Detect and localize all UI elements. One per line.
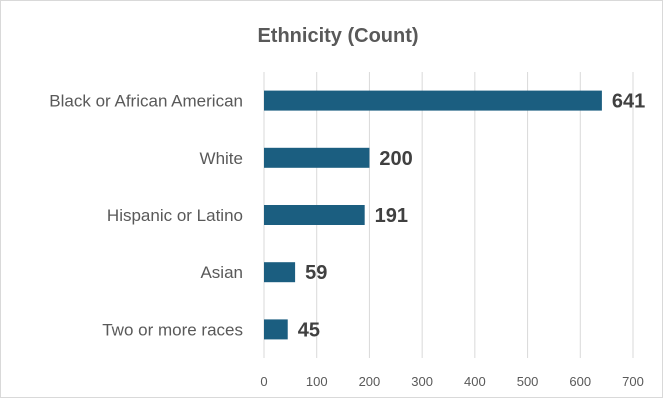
- data-label: 200: [379, 148, 412, 170]
- data-label: 59: [305, 262, 327, 284]
- bar: [264, 205, 365, 225]
- bars: [264, 90, 602, 340]
- bar: [264, 262, 296, 283]
- bar: [264, 147, 370, 168]
- data-label: 641: [612, 91, 645, 113]
- category-label: White: [200, 149, 243, 168]
- data-label: 45: [298, 319, 320, 341]
- category-label: Hispanic or Latino: [107, 206, 243, 225]
- x-tick-label: 500: [517, 374, 539, 389]
- category-label: Black or African American: [49, 92, 243, 111]
- bar: [264, 319, 288, 340]
- chart-title: Ethnicity (Count): [257, 25, 418, 47]
- x-tick-label: 600: [569, 374, 591, 389]
- x-tick-label: 200: [359, 374, 381, 389]
- category-label: Two or more races: [102, 320, 243, 339]
- data-labels: 641 200 191 59 45: [298, 91, 646, 342]
- data-label: 191: [375, 205, 408, 227]
- x-axis-ticks: 0 100 200 300 400 500 600 700: [260, 374, 643, 389]
- gridlines: [263, 72, 634, 358]
- bar: [264, 90, 602, 111]
- category-label: Asian: [200, 263, 243, 282]
- x-tick-label: 100: [306, 374, 328, 389]
- x-tick-label: 700: [622, 374, 644, 389]
- x-tick-label: 0: [260, 374, 267, 389]
- category-labels: Black or African American White Hispanic o…: [49, 92, 243, 340]
- x-tick-label: 400: [464, 374, 486, 389]
- x-tick-label: 300: [411, 374, 433, 389]
